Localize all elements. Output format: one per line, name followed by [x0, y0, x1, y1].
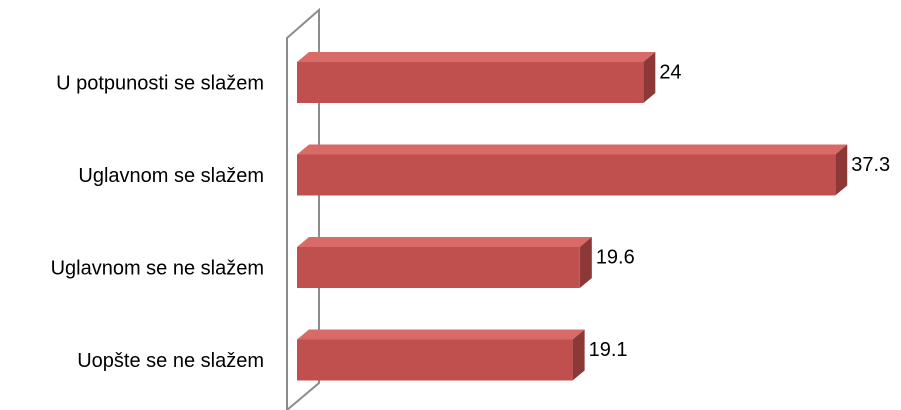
bar-side-face — [835, 144, 848, 196]
category-label: Uglavnom se ne slažem — [51, 258, 264, 280]
bar — [297, 52, 656, 103]
data-label: 37.3 — [851, 154, 890, 176]
bar-front-face — [297, 247, 580, 288]
category-labels: U potpunosti se slažem Uglavnom se slažem… — [51, 73, 264, 373]
bar — [297, 329, 585, 381]
bar-top-face — [297, 144, 848, 155]
bar-top-face — [297, 329, 585, 340]
bar — [297, 237, 592, 288]
bar-side-face — [572, 329, 585, 381]
category-label: Uglavnom se slažem — [78, 165, 264, 187]
bar-top-face — [297, 237, 592, 247]
data-label: 19.6 — [596, 247, 635, 269]
bars-group — [297, 52, 848, 381]
bar-side-face — [579, 237, 592, 288]
bar — [297, 144, 848, 196]
chart-wall-outline — [286, 7, 320, 410]
bar-front-face — [297, 62, 644, 103]
category-label: U potpunosti se slažem — [56, 73, 264, 95]
chart-back-wall — [286, 7, 320, 410]
bar-side-face — [643, 52, 656, 103]
data-label: 19.1 — [589, 339, 628, 361]
bar-front-face — [297, 154, 836, 196]
category-label: Uopšte se ne slažem — [77, 350, 264, 372]
value-labels: 24 37.3 19.6 19.1 — [589, 62, 891, 362]
bar-top-face — [297, 52, 656, 62]
bar-front-face — [297, 339, 573, 381]
data-label: 24 — [659, 62, 681, 84]
